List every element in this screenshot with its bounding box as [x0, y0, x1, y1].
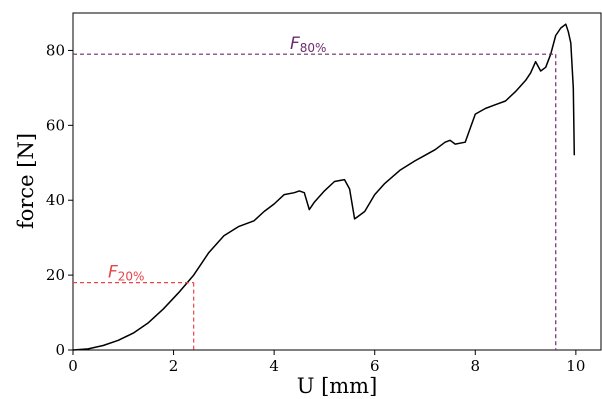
series-line-0	[72, 23, 576, 351]
y-tick-label: 80	[46, 41, 65, 59]
y-tick-label: 0	[55, 341, 65, 359]
y-tick-label: 40	[46, 191, 65, 209]
x-tick-label: 2	[169, 357, 179, 375]
x-tick-label: 6	[370, 357, 380, 375]
annotation-label-1: F80%	[290, 34, 326, 55]
y-tick-label: 20	[46, 266, 65, 284]
axis-ticks: 0 2 4 6 8 10 0 20 40 60 80	[46, 41, 585, 375]
chart-marks	[72, 23, 576, 351]
y-tick-label: 60	[46, 116, 65, 134]
y-axis-label: force [N]	[14, 133, 38, 229]
x-axis-label: U [mm]	[297, 374, 378, 398]
x-tick-label: 0	[68, 357, 78, 375]
x-tick-label: 4	[269, 357, 279, 375]
x-tick-label: 8	[471, 357, 481, 375]
plot-frame	[72, 12, 602, 351]
annotations: F20% F80%	[73, 34, 557, 350]
x-tick-label: 10	[566, 357, 585, 375]
annotation-label-0: F20%	[108, 263, 144, 284]
